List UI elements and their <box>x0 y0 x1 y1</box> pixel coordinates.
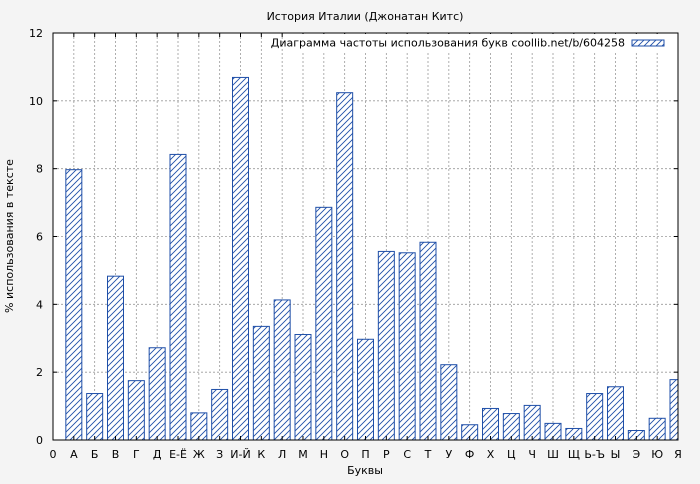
bar-А <box>66 170 82 440</box>
bar-В <box>108 276 124 440</box>
x-tick-label: Ч <box>528 448 536 461</box>
x-tick-label: А <box>70 448 78 461</box>
legend: Диаграмма частоты использования букв coo… <box>271 34 676 51</box>
x-axis-label: Буквы <box>347 464 383 477</box>
x-tick-label: Ц <box>507 448 516 461</box>
legend-swatch <box>632 40 664 46</box>
bar-К <box>253 326 269 440</box>
x-tick-label: Д <box>153 448 162 461</box>
y-tick-label: 2 <box>36 366 43 379</box>
bar-Х <box>483 408 499 440</box>
x-tick-label: М <box>298 448 308 461</box>
x-tick-label: С <box>403 448 411 461</box>
bar-Г <box>128 381 144 440</box>
bar-Я <box>670 380 678 440</box>
y-axis-label: % использования в тексте <box>3 159 16 313</box>
bar-Н <box>316 207 332 440</box>
bar-Е-Ё <box>170 154 186 440</box>
x-tick-label: З <box>216 448 223 461</box>
bar-М <box>295 335 311 440</box>
x-tick-label: У <box>445 448 452 461</box>
x-tick-label: В <box>112 448 120 461</box>
x-tick-label: П <box>361 448 369 461</box>
chart-title: История Италии (Джонатан Китс) <box>267 10 464 23</box>
x-tick-label: Н <box>320 448 328 461</box>
x-tick-label: И-Й <box>230 448 250 461</box>
x-tick-label: Ф <box>465 448 474 461</box>
y-tick-label: 10 <box>29 95 43 108</box>
x-tick-label: К <box>257 448 265 461</box>
x-tick-label: Х <box>487 448 495 461</box>
bar-Т <box>420 242 436 440</box>
bar-П <box>358 339 374 440</box>
bar-Д <box>149 348 165 440</box>
x-tick-label-zero: 0 <box>50 448 57 461</box>
bar-Р <box>378 251 394 440</box>
x-tick-label: Ж <box>193 448 205 461</box>
bar-У <box>441 365 457 440</box>
y-tick-label: 12 <box>29 27 43 40</box>
x-tick-label: Р <box>383 448 390 461</box>
bar-Ч <box>524 405 540 440</box>
x-tick-label: Б <box>91 448 99 461</box>
y-tick-label: 8 <box>36 163 43 176</box>
y-tick-label: 4 <box>36 298 43 311</box>
bar-И-Й <box>233 77 249 440</box>
legend-label: Диаграмма частоты использования букв coo… <box>271 37 625 50</box>
bar-Ы <box>608 387 624 440</box>
bar-Б <box>87 394 103 440</box>
y-tick-label: 6 <box>36 231 43 244</box>
bar-О <box>337 93 353 440</box>
x-tick-label: О <box>340 448 349 461</box>
x-tick-label: Г <box>133 448 140 461</box>
x-tick-label: Ы <box>611 448 621 461</box>
x-tick-label: Щ <box>568 448 580 461</box>
bar-Ж <box>191 413 207 440</box>
bar-З <box>212 389 228 440</box>
bar-Л <box>274 300 290 440</box>
x-tick-label: Ш <box>547 448 559 461</box>
bar-С <box>399 253 415 440</box>
y-tick-label: 0 <box>36 434 43 447</box>
x-tick-label: Я <box>674 448 682 461</box>
x-tick-label: Э <box>632 448 640 461</box>
x-tick-label: Е-Ё <box>169 448 187 461</box>
x-tick-label: Ь-Ъ <box>584 448 605 461</box>
x-tick-label: Л <box>278 448 286 461</box>
x-tick-label: Т <box>424 448 432 461</box>
bar-Ь-Ъ <box>587 394 603 440</box>
x-tick-label: Ю <box>651 448 663 461</box>
